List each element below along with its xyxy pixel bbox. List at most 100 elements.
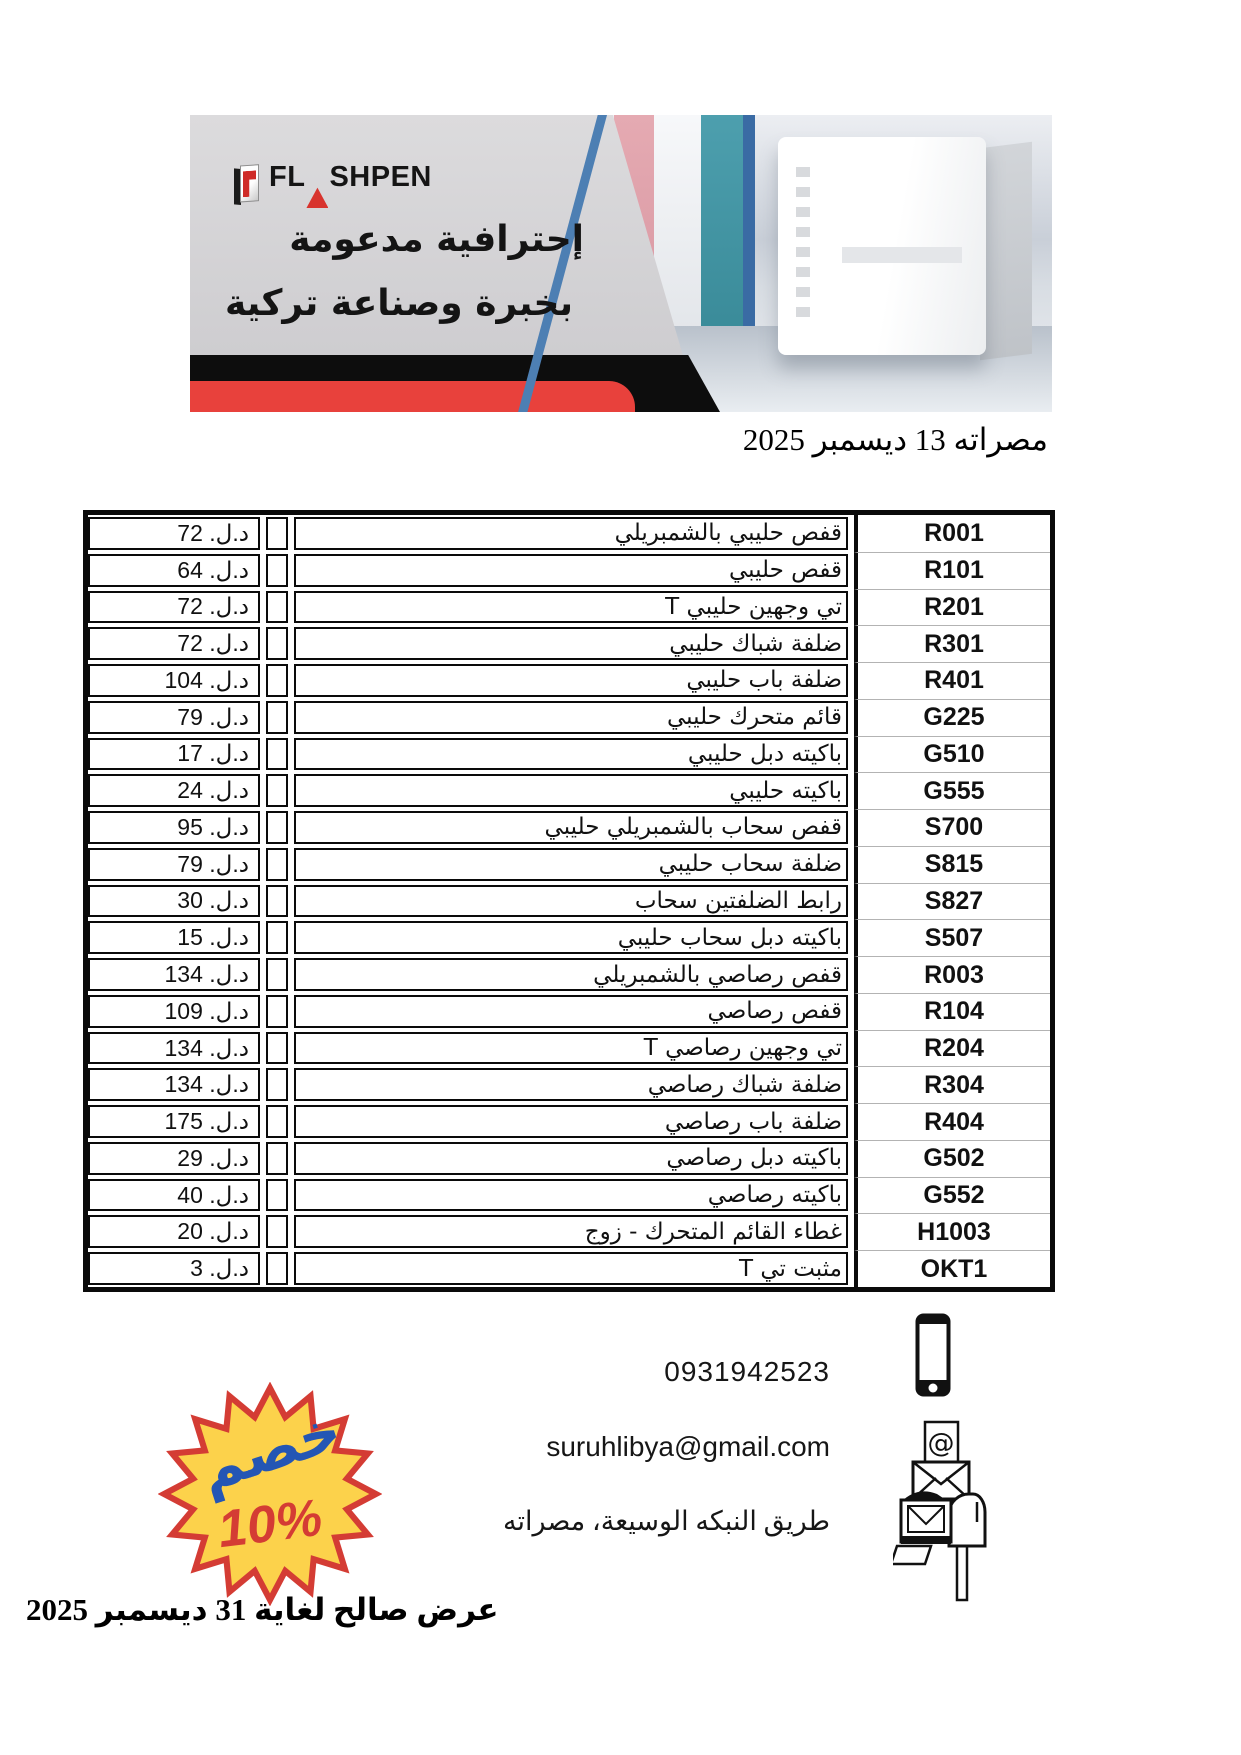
phone-number: 0931942523 xyxy=(664,1356,830,1387)
flashpen-logo: FLASHPEN xyxy=(234,161,432,208)
spacer-cell xyxy=(266,1215,288,1249)
description-cell: ضلفة باب رصاصي xyxy=(294,1105,848,1138)
code-cell: S700 xyxy=(854,809,1050,846)
brand-name: FLASHPEN xyxy=(269,161,432,208)
spacer-cell xyxy=(266,1105,288,1138)
description-cell: ضلفة باب حليبي xyxy=(294,664,848,697)
photo-blue-panel xyxy=(743,115,755,331)
header-banner: FLASHPEN إحترافية مدعومة بخبرة وصناعة تر… xyxy=(190,115,1052,412)
price-cell: د.ل. 95 xyxy=(88,811,260,844)
code-cell: S827 xyxy=(854,882,1050,920)
description-cell: قفص رصاصي بالشمبريلي xyxy=(294,958,848,991)
code-cell: OKT1 xyxy=(854,1250,1050,1287)
flashpen-logo-icon xyxy=(234,163,260,206)
svg-text:@: @ xyxy=(928,1428,955,1459)
spacer-cell xyxy=(266,1031,288,1065)
code-cell: R001 xyxy=(854,515,1050,552)
spacer-cell xyxy=(266,664,288,697)
spacer-cell xyxy=(266,774,288,808)
code-cell: R104 xyxy=(854,992,1050,1030)
price-cell: د.ل. 20 xyxy=(88,1215,260,1249)
spacer-cell xyxy=(266,958,288,991)
discount-badge: خصم 10% xyxy=(158,1382,382,1606)
price-cell: د.ل. 17 xyxy=(88,737,260,771)
description-cell: غطاء القائم المتحرك - زوج xyxy=(294,1215,848,1249)
spacer-cell xyxy=(266,517,288,550)
price-cell: د.ل. 79 xyxy=(88,847,260,881)
code-cell: R204 xyxy=(854,1029,1050,1067)
photo-teal-panel xyxy=(701,115,743,331)
code-cell: H1003 xyxy=(854,1213,1050,1251)
description-cell: ضلفة شباك حليبي xyxy=(294,627,848,661)
mailbox-icon xyxy=(889,1480,989,1609)
description-cell: قفص حليبي بالشمبريلي xyxy=(294,517,848,550)
price-cell: د.ل. 134 xyxy=(88,1068,260,1102)
spacer-cell xyxy=(266,884,288,918)
spacer-cell xyxy=(266,1252,288,1285)
price-cell: د.ل. 134 xyxy=(88,1031,260,1065)
description-cell: تي وجهين حليبي T xyxy=(294,590,848,624)
price-cell: د.ل. 72 xyxy=(88,590,260,624)
price-cell: د.ل. 29 xyxy=(88,1141,260,1175)
validity-note: عرض صالح لغاية 31 ديسمبر 2025 xyxy=(26,1592,499,1627)
code-cell: R201 xyxy=(854,588,1050,626)
spacer-cell xyxy=(266,627,288,661)
price-table: د.ل. 72 قفص حليبي بالشمبريلي R001 د.ل. 64 قف… xyxy=(83,510,1055,1292)
code-cell: G552 xyxy=(854,1176,1050,1214)
description-cell: باكيته دبل رصاصي xyxy=(294,1141,848,1175)
spacer-cell xyxy=(266,847,288,881)
smartphone-icon xyxy=(914,1312,952,1403)
spacer-cell xyxy=(266,553,288,587)
slogan-line-2: بخبرة وصناعة تركية xyxy=(224,283,573,324)
price-cell: د.ل. 79 xyxy=(88,700,260,734)
code-cell: R101 xyxy=(854,551,1050,589)
code-cell: R304 xyxy=(854,1066,1050,1104)
address-line: طريق النبكه الوسيعة، مصراته xyxy=(502,1506,830,1536)
description-cell: قفص سحاب بالشمبريلي حليبي xyxy=(294,811,848,844)
spacer-cell xyxy=(266,994,288,1028)
price-cell: د.ل. 72 xyxy=(88,627,260,661)
price-cell: د.ل. 109 xyxy=(88,994,260,1028)
banner-red-band xyxy=(190,381,635,412)
spacer-cell xyxy=(266,1141,288,1175)
description-cell: قائم متحرك حليبي xyxy=(294,700,848,734)
code-cell: S815 xyxy=(854,845,1050,883)
logo-letter-a-triangle: A xyxy=(306,187,329,208)
date-line: مصراته 13 ديسمبر 2025 xyxy=(742,422,1048,457)
price-cell: د.ل. 3 xyxy=(88,1252,260,1285)
code-cell: R301 xyxy=(854,625,1050,663)
code-cell: G502 xyxy=(854,1139,1050,1177)
code-cell: G225 xyxy=(854,698,1050,736)
description-cell: باكيته رصاصي xyxy=(294,1178,848,1212)
code-cell: R401 xyxy=(854,662,1050,699)
code-cell: G510 xyxy=(854,735,1050,773)
spacer-cell xyxy=(266,700,288,734)
pvc-profile-shape xyxy=(778,137,986,355)
price-cell: د.ل. 15 xyxy=(88,921,260,955)
price-cell: د.ل. 72 xyxy=(88,517,260,550)
spacer-cell xyxy=(266,1178,288,1212)
price-cell: د.ل. 64 xyxy=(88,553,260,587)
code-cell: S507 xyxy=(854,919,1050,957)
description-cell: رابط الضلفتين سحاب xyxy=(294,884,848,918)
email-address: suruhlibya@gmail.com xyxy=(546,1431,830,1462)
price-cell: د.ل. 104 xyxy=(88,664,260,697)
pvc-profile-side xyxy=(980,141,1032,361)
description-cell: تي وجهين رصاصي T xyxy=(294,1031,848,1065)
price-cell: د.ل. 30 xyxy=(88,884,260,918)
description-cell: مثبت تي T xyxy=(294,1252,848,1285)
description-cell: ضلفة سحاب حليبي xyxy=(294,847,848,881)
spacer-cell xyxy=(266,590,288,624)
price-cell: د.ل. 24 xyxy=(88,774,260,808)
banner-gray-panel xyxy=(190,115,683,355)
description-cell: باكيته دبل حليبي xyxy=(294,737,848,771)
spacer-cell xyxy=(266,1068,288,1102)
spacer-cell xyxy=(266,921,288,955)
price-table-grid: د.ل. 72 قفص حليبي بالشمبريلي R001 د.ل. 64 قف… xyxy=(88,515,1050,1287)
description-cell: باكيته حليبي xyxy=(294,774,848,808)
description-cell: ضلفة شباك رصاصي xyxy=(294,1068,848,1102)
price-cell: د.ل. 134 xyxy=(88,958,260,991)
code-cell: R003 xyxy=(854,956,1050,993)
price-cell: د.ل. 40 xyxy=(88,1178,260,1212)
